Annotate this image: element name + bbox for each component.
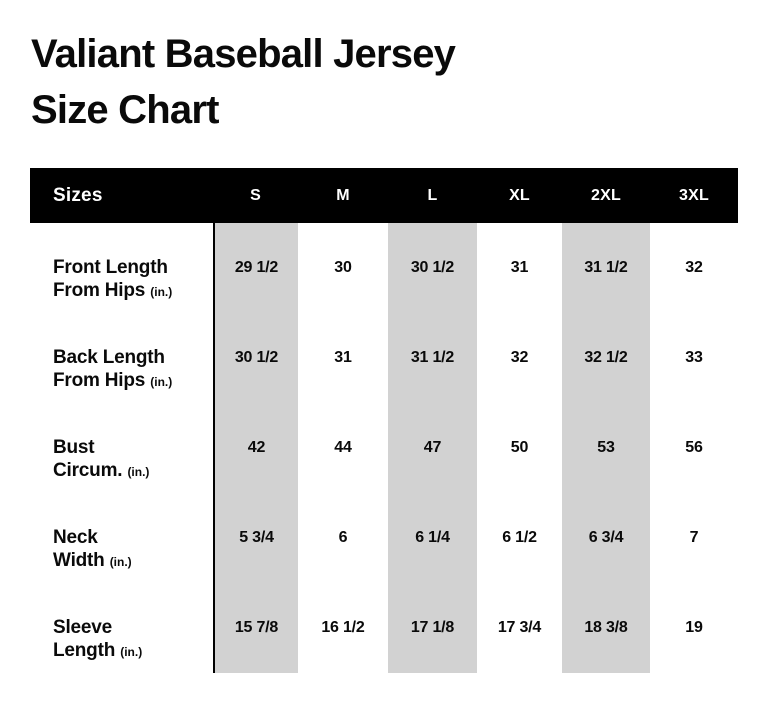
row-label-unit: (in.) <box>127 465 150 479</box>
header-cell-2xl: 2XL <box>591 186 621 204</box>
header-cell-l: L <box>427 186 438 204</box>
row-label-line1: Neck <box>53 527 98 548</box>
value-cell: 44 <box>334 439 352 456</box>
value-cell: 56 <box>685 439 703 456</box>
row-label-line2: From Hips <box>53 280 146 301</box>
value-cell: 53 <box>562 403 650 493</box>
row-label: Back Length From Hips (in.) <box>30 313 213 403</box>
value-cell: 32 <box>685 259 703 276</box>
table-header-row: Sizes S M L XL 2XL 3XL <box>30 168 738 223</box>
row-label: Neck Width (in.) <box>30 493 213 583</box>
value-cell: 33 <box>685 349 703 366</box>
row-label-line2: Length <box>53 640 116 661</box>
row-label-line1: Front Length <box>53 257 168 278</box>
value-cell: 31 <box>510 259 529 276</box>
value-cell: 47 <box>388 403 477 493</box>
page-title-line2: Size Chart <box>31 88 219 132</box>
value-cell: 42 <box>213 403 298 493</box>
table-body: Front Length From Hips (in.) 29 1/2 30 3… <box>30 223 738 673</box>
header-cell-s: S <box>250 186 261 204</box>
value-cell: 17 3/4 <box>497 619 542 636</box>
value-cell: 16 1/2 <box>321 619 365 636</box>
value-cell: 18 3/8 <box>562 583 650 673</box>
header-cell-sizes: Sizes <box>53 184 103 206</box>
row-label-unit: (in.) <box>150 285 173 299</box>
value-cell: 6 1/4 <box>388 493 477 583</box>
row-label-line1: Back Length <box>53 347 165 368</box>
header-cell-3xl: 3XL <box>679 186 709 204</box>
value-cell: 7 <box>689 529 699 546</box>
page-title-line1: Valiant Baseball Jersey <box>31 32 456 76</box>
row-label-unit: (in.) <box>109 555 132 569</box>
value-cell: 6 1/2 <box>502 529 537 546</box>
row-label-unit: (in.) <box>150 375 173 389</box>
row-label-line1: Sleeve <box>53 617 113 638</box>
value-cell: 50 <box>510 439 529 456</box>
value-cell: 31 1/2 <box>562 223 650 313</box>
value-cell: 31 1/2 <box>388 313 477 403</box>
table-row-bust-circum: Bust Circum. (in.) 42 44 47 50 53 56 <box>30 403 738 493</box>
row-label-line1: Bust <box>53 437 95 458</box>
value-cell: 6 <box>338 529 348 546</box>
table-row-back-length: Back Length From Hips (in.) 30 1/2 31 31… <box>30 313 738 403</box>
header-cell-m: M <box>336 186 350 204</box>
row-label: Bust Circum. (in.) <box>30 403 213 493</box>
value-cell: 17 1/8 <box>388 583 477 673</box>
row-label: Front Length From Hips (in.) <box>30 223 213 313</box>
value-cell: 31 <box>334 349 352 366</box>
table-row-neck-width: Neck Width (in.) 5 3/4 6 6 1/4 6 1/2 6 3… <box>30 493 738 583</box>
value-cell: 30 1/2 <box>213 313 298 403</box>
value-cell: 30 1/2 <box>388 223 477 313</box>
value-cell: 15 7/8 <box>213 583 298 673</box>
row-label-line2: From Hips <box>53 370 146 391</box>
value-cell: 29 1/2 <box>213 223 298 313</box>
value-cell: 32 <box>510 349 529 366</box>
table-row-sleeve-length: Sleeve Length (in.) 15 7/8 16 1/2 17 1/8… <box>30 583 738 673</box>
value-cell: 19 <box>685 619 703 636</box>
page-title: Valiant Baseball Jersey Size Chart <box>31 26 767 138</box>
value-cell: 30 <box>334 259 352 276</box>
table-row-front-length: Front Length From Hips (in.) 29 1/2 30 3… <box>30 223 738 313</box>
size-chart-table: Sizes S M L XL 2XL 3XL Front Length From… <box>30 168 738 673</box>
value-cell: 6 3/4 <box>562 493 650 583</box>
row-label-unit: (in.) <box>120 645 143 659</box>
row-label-line2: Width <box>53 550 105 571</box>
value-cell: 5 3/4 <box>213 493 298 583</box>
value-cell: 32 1/2 <box>562 313 650 403</box>
header-cell-xl: XL <box>509 186 530 204</box>
row-label-line2: Circum. <box>53 460 123 481</box>
row-label: Sleeve Length (in.) <box>30 583 213 673</box>
